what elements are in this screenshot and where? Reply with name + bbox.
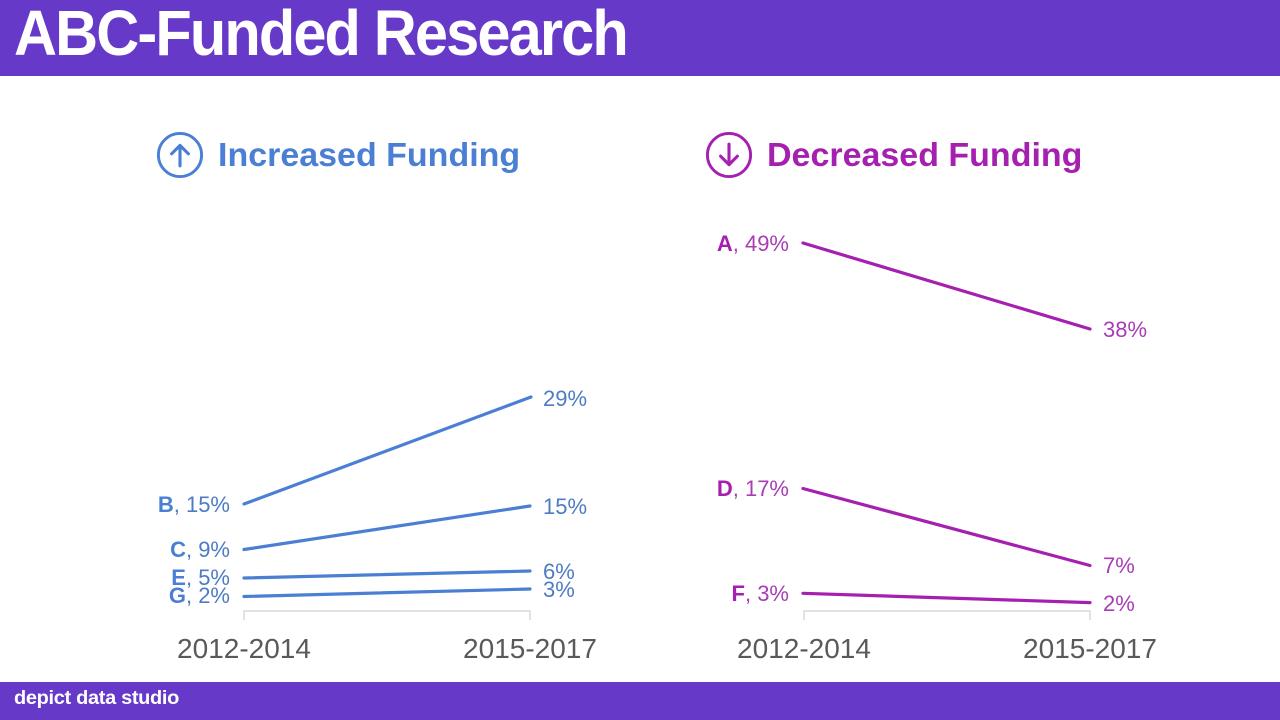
svg-text:38%: 38% — [1103, 317, 1147, 342]
svg-text:A, 49%: A, 49% — [717, 231, 789, 256]
svg-text:B, 15%: B, 15% — [158, 492, 230, 517]
svg-text:G, 2%: G, 2% — [169, 583, 230, 608]
svg-text:F, 3%: F, 3% — [732, 581, 789, 606]
svg-text:2015-2017: 2015-2017 — [463, 633, 597, 664]
svg-text:2015-2017: 2015-2017 — [1023, 633, 1157, 664]
svg-text:3%: 3% — [543, 577, 575, 602]
svg-text:15%: 15% — [543, 494, 587, 519]
svg-text:7%: 7% — [1103, 553, 1135, 578]
svg-text:2%: 2% — [1103, 591, 1135, 616]
svg-text:D, 17%: D, 17% — [717, 476, 789, 501]
svg-text:2012-2014: 2012-2014 — [737, 633, 871, 664]
svg-text:C, 9%: C, 9% — [170, 537, 230, 562]
svg-text:2012-2014: 2012-2014 — [177, 633, 311, 664]
svg-text:29%: 29% — [543, 386, 587, 411]
